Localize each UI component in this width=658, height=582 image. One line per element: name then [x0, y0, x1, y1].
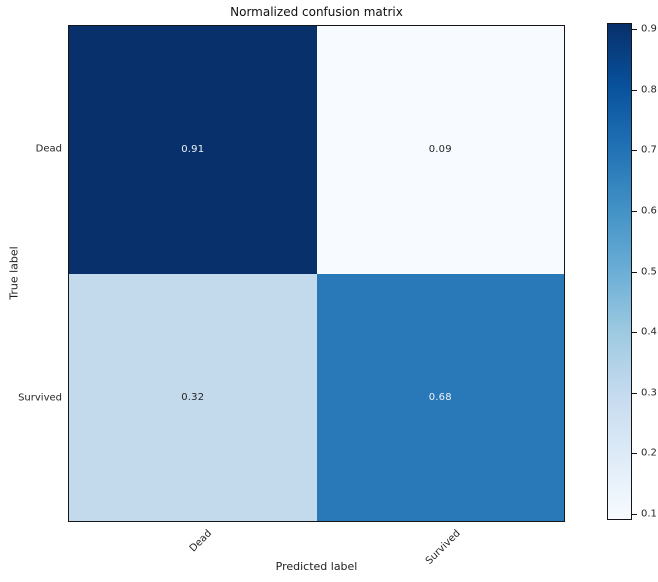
chart-title: Normalized confusion matrix [230, 5, 403, 19]
colorbar-tick-mark [632, 150, 637, 152]
heatmap-cell-value: 0.09 [428, 144, 452, 156]
colorbar-tick-label-0.5: 0.5 [641, 266, 657, 277]
colorbar-tick-label-0.1: 0.1 [641, 508, 657, 520]
colorbar [607, 23, 632, 520]
colorbar-tick-label-0.7: 0.7 [641, 144, 657, 156]
colorbar-tick-label-0.6: 0.6 [641, 205, 657, 217]
colorbar-tick-label-0.8: 0.8 [641, 84, 657, 96]
heatmap-cell-value: 0.32 [181, 391, 205, 403]
colorbar-tick-mark [632, 89, 637, 91]
colorbar-tick-label-0.9: 0.9 [641, 23, 657, 35]
heatmap-cell-survived-survived: 0.68 [316, 273, 564, 521]
y-tick-label-survived: Survived [18, 392, 62, 404]
colorbar-tick-mark [632, 513, 637, 515]
colorbar-tick-mark [632, 453, 637, 455]
heatmap-cell-dead-survived: 0.09 [316, 26, 564, 274]
colorbar-tick-mark [632, 29, 637, 31]
x-tick-label-dead: Dead [187, 528, 215, 555]
colorbar-tick-label-0.4: 0.4 [641, 326, 657, 338]
colorbar-tick-mark [632, 332, 637, 334]
y-axis-label: True label [7, 246, 21, 300]
heatmap-plot-area: 0.91 0.09 0.32 0.68 [68, 25, 565, 522]
colorbar-tick-label-0.2: 0.2 [641, 447, 657, 459]
heatmap-cell-dead-dead: 0.91 [69, 26, 317, 274]
y-tick-label-dead: Dead [35, 143, 62, 155]
colorbar-tick-mark [632, 210, 637, 212]
heatmap-cell-value: 0.91 [181, 144, 205, 156]
colorbar-tick-label-0.3: 0.3 [641, 387, 657, 399]
heatmap-cell-value: 0.68 [428, 391, 452, 403]
colorbar-tick-mark [632, 271, 637, 273]
heatmap-cell-survived-dead: 0.32 [69, 273, 317, 521]
colorbar-tick-mark [632, 392, 637, 394]
x-axis-label: Predicted label [275, 560, 358, 573]
